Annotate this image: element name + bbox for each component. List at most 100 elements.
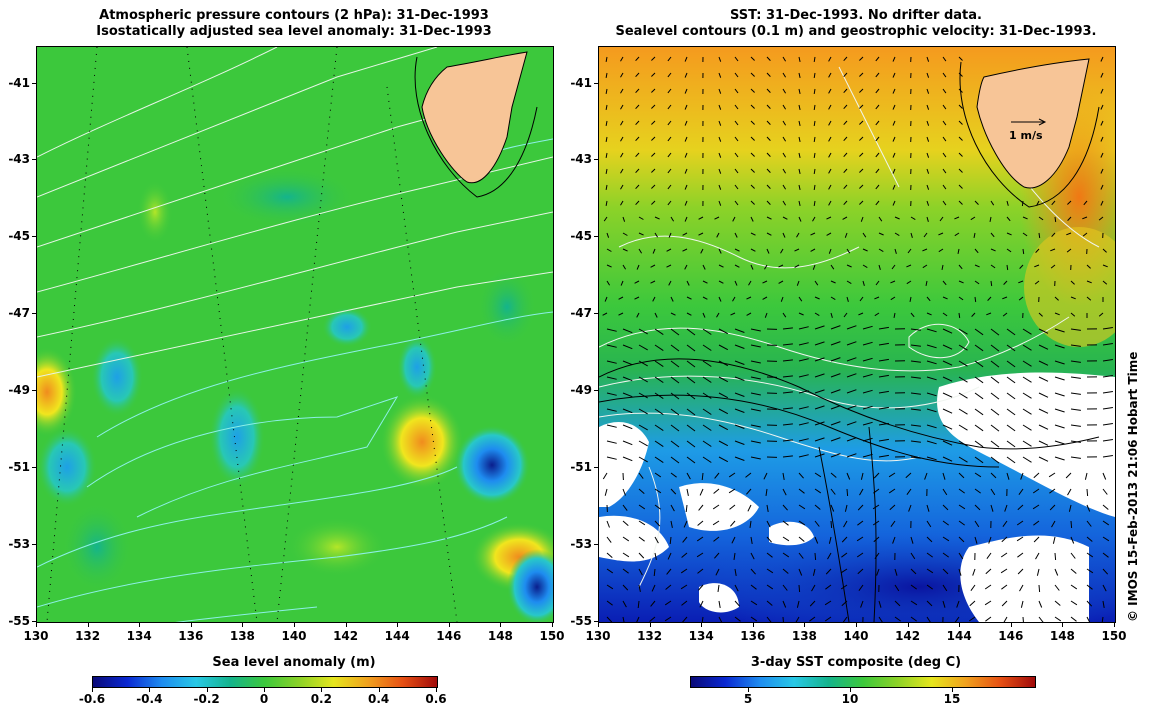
velocity-arrow [1102, 488, 1108, 495]
velocity-arrow [990, 264, 996, 269]
velocity-arrow [638, 472, 644, 479]
velocity-arrow [734, 232, 738, 238]
velocity-arrow [782, 600, 787, 608]
velocity-arrow [686, 280, 690, 286]
velocity-arrow [844, 504, 848, 512]
velocity-arrow [798, 438, 809, 442]
velocity-arrow [1067, 200, 1072, 205]
velocity-arrow [730, 520, 736, 527]
velocity-arrow [987, 296, 992, 301]
velocity-arrow [830, 488, 836, 495]
velocity-arrow [878, 216, 883, 222]
velocity-arrow [828, 152, 832, 158]
velocity-arrow [1006, 200, 1009, 206]
velocity-arrow [667, 72, 672, 78]
velocity-arrow [670, 328, 680, 336]
velocity-arrow [605, 168, 608, 174]
velocity-arrow [958, 552, 964, 560]
velocity-arrow [605, 152, 608, 158]
velocity-arrow [1054, 440, 1065, 445]
velocity-arrow [1070, 392, 1081, 395]
velocity-arrow [782, 359, 793, 362]
velocity-arrow [893, 312, 896, 318]
velocity-arrow [859, 56, 864, 61]
right-lat-tick-5: -51 [570, 460, 592, 475]
velocity-arrow [924, 472, 928, 480]
velocity-arrow [718, 440, 729, 447]
velocity-arrow [684, 152, 688, 158]
velocity-arrow [638, 488, 645, 494]
velocity-arrow [985, 616, 992, 622]
velocity-arrow [622, 216, 626, 222]
velocity-arrow [939, 216, 944, 222]
velocity-arrow [958, 376, 968, 383]
velocity-arrow [875, 152, 880, 158]
velocity-arrow [635, 56, 640, 62]
velocity-arrow [796, 232, 800, 238]
velocity-arrow [766, 568, 774, 574]
velocity-arrow [814, 552, 817, 561]
velocity-arrow [718, 616, 723, 622]
velocity-arrow [780, 296, 784, 302]
velocity-arrow [830, 453, 841, 458]
velocity-arrow [926, 456, 937, 461]
velocity-arrow [713, 536, 720, 542]
velocity-arrow [828, 72, 832, 78]
left-lat-tick-4: -49 [8, 383, 30, 398]
velocity-arrow [892, 72, 896, 78]
velocity-arrow [910, 328, 921, 331]
velocity-arrow [686, 440, 696, 448]
velocity-arrow [894, 600, 901, 607]
velocity-arrow [974, 536, 978, 544]
velocity-arrow [843, 312, 848, 318]
velocity-arrow [1002, 296, 1008, 300]
velocity-arrow [1054, 552, 1057, 561]
velocity-arrow [638, 584, 641, 592]
velocity-arrow [682, 536, 688, 543]
velocity-arrow [1102, 407, 1113, 410]
sla-high-134 [137, 180, 173, 244]
velocity-arrow [654, 504, 661, 510]
velocity-arrow [974, 360, 984, 368]
velocity-arrow [622, 376, 633, 382]
right-lon-tick-mark-9 [1062, 622, 1064, 627]
velocity-arrow [974, 296, 977, 303]
velocity-arrow [684, 264, 688, 270]
velocity-arrow [830, 389, 841, 394]
velocity-arrow [638, 456, 648, 463]
velocity-arrow [958, 328, 968, 335]
velocity-arrow [846, 264, 852, 268]
velocity-arrow [1086, 568, 1094, 574]
velocity-arrow [670, 424, 680, 432]
velocity-arrow [1000, 568, 1008, 574]
velocity-arrow [1038, 408, 1049, 414]
velocity-arrow [1098, 216, 1104, 221]
velocity-arrow [730, 312, 736, 316]
velocity-arrow [680, 568, 688, 574]
velocity-arrow [926, 344, 937, 349]
velocity-arrow [892, 152, 896, 158]
left-lon-tick-3: 136 [178, 629, 204, 643]
velocity-arrow [843, 88, 848, 94]
velocity-arrow [942, 552, 949, 558]
velocity-arrow [1070, 616, 1077, 622]
velocity-arrow [843, 184, 848, 190]
velocity-arrow [798, 88, 801, 95]
velocity-arrow [906, 488, 912, 495]
velocity-arrow [841, 536, 848, 543]
velocity-arrow [830, 437, 841, 442]
velocity-arrow [892, 184, 896, 190]
velocity-arrow [782, 120, 787, 126]
velocity-arrow [782, 536, 790, 542]
velocity-arrow [958, 104, 963, 109]
velocity-arrow [1006, 360, 1016, 368]
velocity-arrow [667, 168, 672, 174]
velocity-arrow [862, 280, 865, 286]
sla-colorbar-tick-5: 0.4 [368, 692, 390, 706]
velocity-arrow [651, 200, 656, 205]
velocity-arrow [910, 536, 914, 544]
right-lon-tick-0: 130 [585, 629, 611, 643]
velocity-arrow [942, 280, 947, 286]
right-title-line2: Sealevel contours (0.1 m) and geostrophi… [615, 24, 1097, 39]
left-lon-tick-mark-6 [345, 622, 347, 627]
